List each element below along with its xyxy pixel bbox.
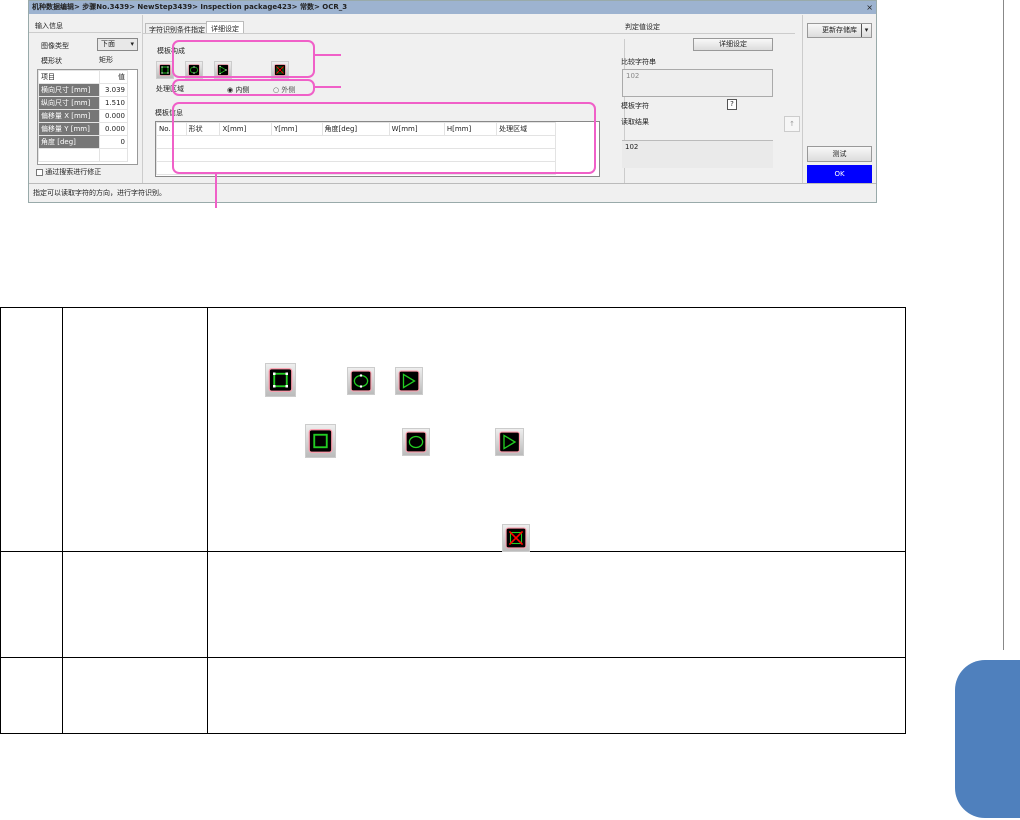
page-margin-line — [1003, 0, 1004, 650]
image-type-select[interactable]: 下面 ▾ — [97, 38, 138, 51]
row-label: 角度 [deg] — [38, 135, 100, 149]
row-label: 横向尺寸 [mm] — [38, 83, 100, 97]
compare-string-input[interactable]: 102 — [622, 69, 773, 97]
detail-settings-button[interactable]: 详细设定 — [693, 38, 773, 51]
process-area-label: 处理区域 — [156, 85, 184, 93]
image-type-label: 图像类型 — [41, 42, 69, 50]
divider — [29, 32, 141, 33]
ellipse-shape-icon — [347, 367, 375, 395]
annotation-box — [172, 40, 315, 78]
row-value[interactable]: 0.000 — [98, 109, 129, 123]
shape-value: 矩形 — [99, 56, 113, 64]
read-result-label: 读取结果 — [621, 118, 649, 126]
template-char-button[interactable]: ? — [727, 99, 737, 110]
search-correct-checkbox[interactable]: 通过搜索进行修正 — [36, 167, 101, 177]
divider — [29, 183, 876, 184]
row-value[interactable]: 0 — [98, 135, 129, 149]
template-info-label: 模板信息 — [155, 109, 183, 117]
annotation-line — [215, 174, 217, 208]
chapter-tab — [955, 660, 1020, 818]
title-bar: 机种数据编辑> 步骤No.3439> NewStep3439> Inspecti… — [29, 1, 876, 14]
ok-button[interactable]: OK — [807, 165, 872, 183]
rectangle-shape-icon[interactable] — [156, 61, 174, 79]
close-button[interactable]: × — [866, 3, 873, 12]
read-result-value: 102 — [622, 140, 773, 168]
template-info-table: No. 形状 X[mm] Y[mm] 角度[deg] W[mm] H[mm] 处理区域 — [155, 121, 600, 177]
divider — [802, 15, 803, 183]
up-arrow-button[interactable]: ↑ — [784, 116, 800, 132]
row-label: 偏移量 Y [mm] — [38, 122, 100, 136]
row-value[interactable]: 0.000 — [98, 122, 129, 136]
tab-detail-settings[interactable]: 详细设定 — [206, 21, 244, 34]
dialog-title: 机种数据编辑> 步骤No.3439> NewStep3439> Inspecti… — [32, 3, 348, 11]
template-char-label: 模板字符 — [621, 102, 649, 110]
chevron-down-icon[interactable]: ▾ — [861, 24, 871, 37]
polygon-shape-icon — [395, 367, 423, 395]
chevron-down-icon: ▾ — [130, 40, 134, 48]
status-bar: 指定可以读取字符的方向，进行字符识别。 — [33, 189, 166, 197]
shape-label: 模形状 — [41, 57, 62, 65]
polygon-shape-icon[interactable] — [214, 61, 232, 79]
rectangle-shape-icon — [305, 424, 336, 458]
delete-shape-icon — [502, 524, 530, 552]
radio-inner[interactable]: ◉ 内侧 — [227, 86, 250, 94]
annotation-line — [315, 86, 341, 88]
test-button[interactable]: 测试 — [807, 146, 872, 162]
ellipse-shape-icon — [402, 428, 430, 456]
radio-outer[interactable]: ○ 外侧 — [273, 86, 296, 94]
shape-icons-cell — [207, 307, 906, 552]
row-label: 偏移量 X [mm] — [38, 109, 100, 123]
template-compose-label: 模板构成 — [157, 47, 185, 55]
input-info-header: 输入信息 — [35, 22, 63, 30]
row-value[interactable]: 1.510 — [98, 96, 129, 110]
annotation-line — [315, 54, 341, 56]
dialog-window: 机种数据编辑> 步骤No.3439> NewStep3439> Inspecti… — [28, 0, 877, 203]
document-table — [0, 307, 906, 734]
annotation-box — [172, 102, 596, 174]
row-value[interactable]: 3.039 — [98, 83, 129, 97]
polygon-shape-icon — [495, 428, 524, 456]
divider — [142, 15, 143, 183]
judge-settings-header: 判定值设定 — [625, 23, 660, 31]
row-label: 纵向尺寸 [mm] — [38, 96, 100, 110]
rectangle-shape-icon — [265, 363, 296, 397]
annotation-box — [172, 79, 315, 96]
delete-shape-icon[interactable] — [271, 61, 289, 79]
divider — [624, 39, 625, 183]
ellipse-shape-icon[interactable] — [185, 61, 203, 79]
input-info-table: 项目值 横向尺寸 [mm] 3.039 纵向尺寸 [mm] 1.510 偏移量 X … — [37, 69, 138, 165]
divider — [143, 33, 795, 34]
update-repository-button[interactable]: 更新存储库 ▾ — [807, 23, 872, 38]
col-item: 项目 — [38, 70, 100, 84]
compare-string-label: 比较字符串 — [621, 58, 656, 66]
col-value: 值 — [98, 70, 129, 84]
